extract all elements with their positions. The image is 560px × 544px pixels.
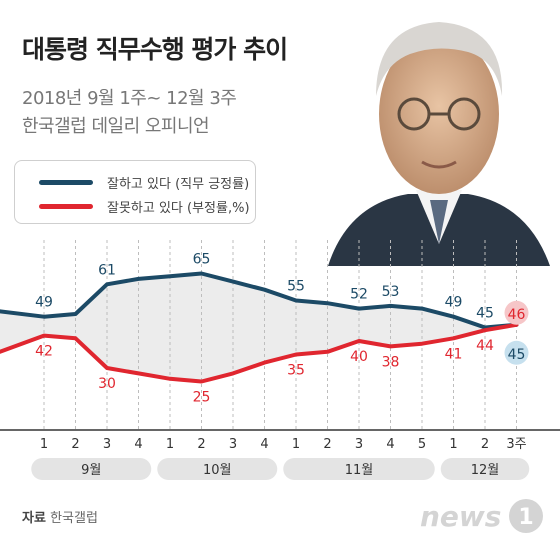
month-group-label: 12월 — [471, 463, 500, 478]
month-group-label: 10월 — [203, 463, 232, 478]
x-tick-label: 3 — [103, 437, 111, 452]
x-tick-label: 3 — [355, 437, 363, 452]
legend-item-approve: 잘하고 있다 (직무 긍정률) — [39, 173, 250, 192]
x-tick-label: 2 — [481, 437, 489, 452]
x-tick-label: 4 — [134, 437, 142, 452]
month-group-bar — [283, 458, 435, 480]
month-group-bar — [31, 458, 152, 480]
month-group-bar — [157, 458, 278, 480]
x-tick-label: 3주 — [506, 437, 526, 452]
x-tick-label: 4 — [386, 437, 394, 452]
logo-mark: 1 — [518, 505, 533, 530]
latest-disapprove-highlight — [504, 300, 529, 325]
disapprove-data-label: 38 — [382, 354, 400, 370]
x-tick-label: 4 — [260, 437, 268, 452]
approve-data-label: 49 — [35, 295, 53, 311]
gap-area — [0, 273, 517, 382]
legend-box: 잘하고 있다 (직무 긍정률) 잘못하고 있다 (부정률,%) — [14, 160, 256, 224]
news1-logo: news 1 — [420, 499, 543, 533]
disapprove-data-label: 40 — [350, 349, 368, 365]
disapprove-data-label: 42 — [35, 344, 53, 360]
logo-text: news — [420, 500, 501, 533]
x-tick-label: 1 — [292, 437, 300, 452]
x-tick-label: 3 — [229, 437, 237, 452]
approve-line — [0, 271, 519, 330]
approve-data-label: 45 — [476, 306, 494, 322]
president-photo — [328, 22, 550, 266]
x-tick-label: 2 — [71, 437, 79, 452]
latest-approve-highlight — [504, 340, 529, 365]
date-range: 2018년 9월 1주~ 12월 3주 — [22, 88, 237, 109]
approve-data-label: 49 — [445, 295, 463, 311]
legend-swatch-disapprove — [39, 203, 93, 209]
approve-data-label: 55 — [287, 279, 305, 295]
disapprove-data-label: 35 — [287, 363, 305, 379]
source-label: 자료 — [22, 511, 46, 526]
approve-data-label: 45 — [508, 347, 526, 363]
x-tick-label: 1 — [449, 437, 457, 452]
source-credit: 자료 한국갤럽 — [22, 507, 98, 526]
disapprove-data-label: 25 — [193, 390, 211, 406]
disapprove-line — [0, 322, 519, 384]
x-tick-label: 1 — [40, 437, 48, 452]
source-name: 한국갤럽 — [50, 511, 98, 526]
disapprove-data-label: 30 — [98, 376, 116, 392]
approve-data-label: 53 — [382, 284, 400, 300]
approve-data-label: 61 — [98, 262, 116, 278]
month-group-bar — [440, 458, 530, 480]
x-tick-label: 1 — [166, 437, 174, 452]
month-group-label: 11월 — [345, 463, 374, 478]
disapprove-data-label: 41 — [445, 346, 463, 362]
disapprove-data-label: 46 — [508, 307, 526, 323]
disapprove-data-label: 44 — [476, 338, 494, 354]
survey-source: 한국갤럽 데일리 오피니언 — [22, 116, 210, 137]
month-group-label: 9월 — [81, 463, 101, 478]
legend-label-disapprove: 잘못하고 있다 (부정률,%) — [107, 200, 250, 216]
legend-item-disapprove: 잘못하고 있다 (부정률,%) — [39, 197, 250, 216]
approve-data-label: 65 — [193, 252, 211, 268]
x-tick-label: 2 — [197, 437, 205, 452]
chart-title: 대통령 직무수행 평가 추이 — [22, 35, 288, 64]
legend-label-approve: 잘하고 있다 (직무 긍정률) — [107, 176, 250, 192]
x-tick-label: 2 — [323, 437, 331, 452]
approve-data-label: 52 — [350, 287, 368, 303]
legend-swatch-approve — [39, 179, 93, 185]
x-tick-label: 5 — [418, 437, 426, 452]
